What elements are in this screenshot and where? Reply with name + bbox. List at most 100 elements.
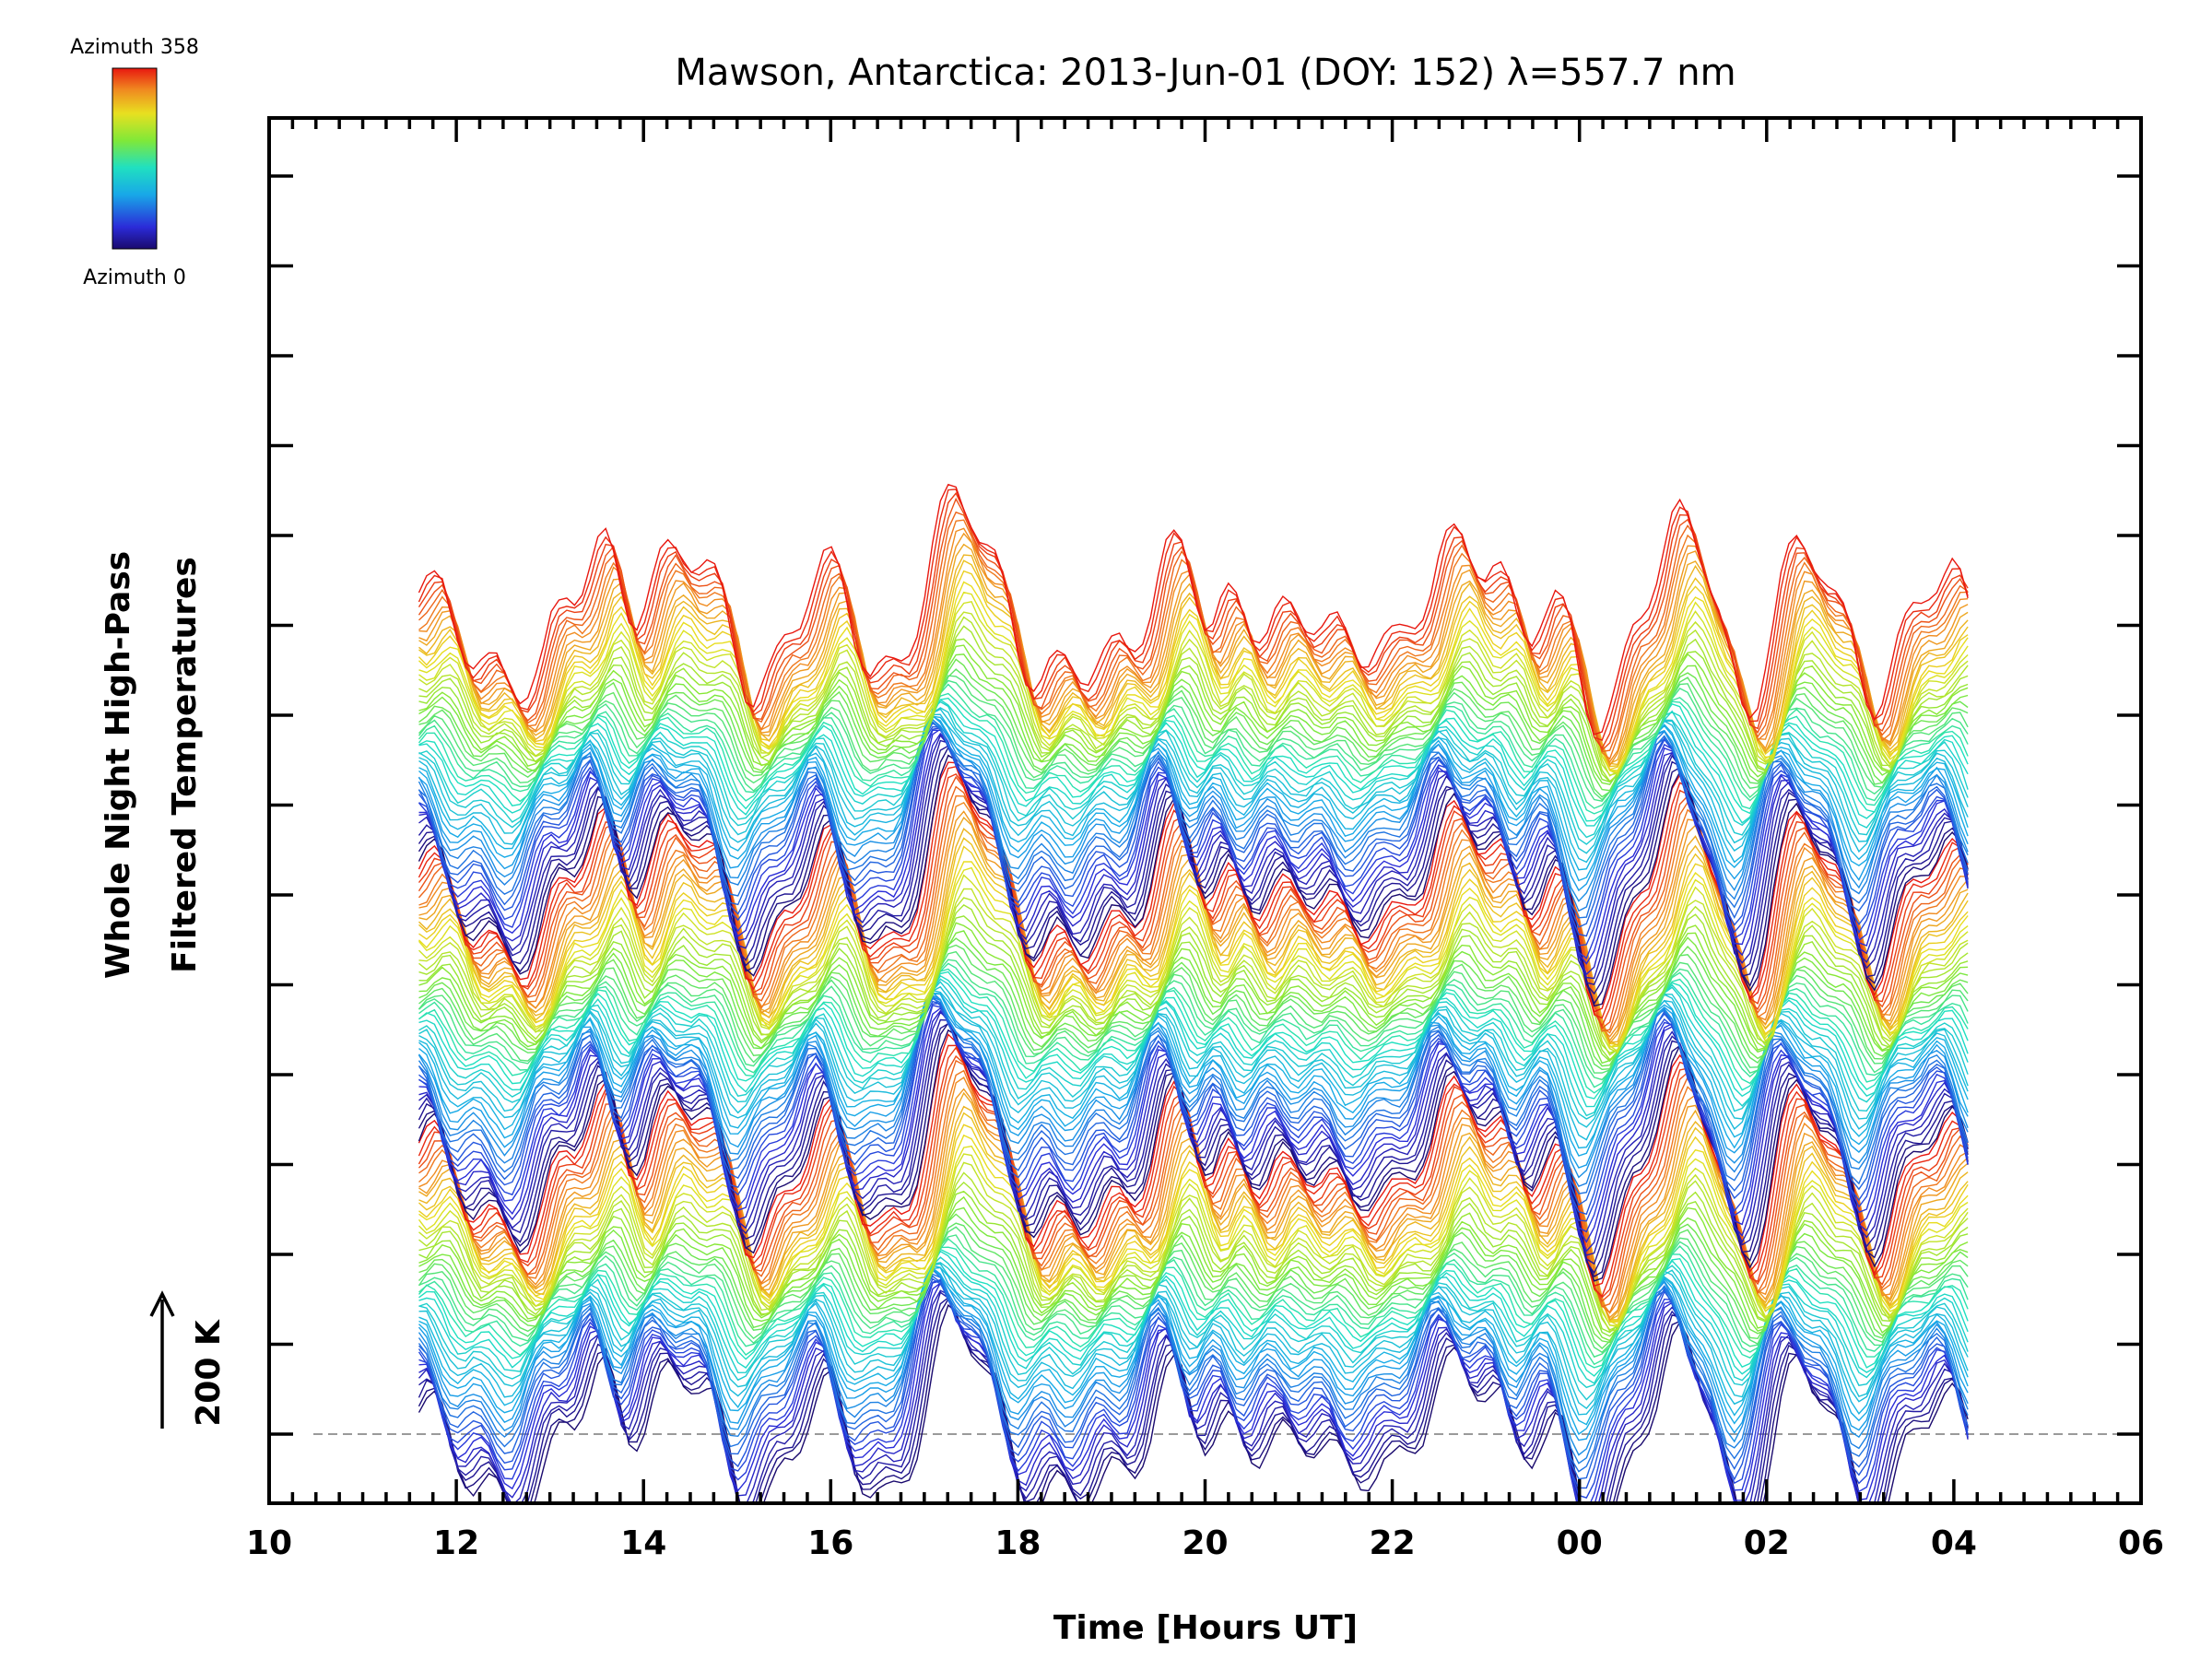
axis-ticks: [267, 118, 2143, 1503]
series-line: [418, 994, 1969, 1206]
series-line: [418, 985, 1969, 1128]
series-line: [418, 1004, 1969, 1233]
x-tick-labels: 10 12 14 16 18 20 22 00 02 04 06: [246, 1524, 2164, 1562]
series-line: [418, 511, 1969, 753]
series-line: [418, 874, 1969, 1053]
series-line: [418, 591, 1969, 771]
series-line: [418, 554, 1969, 766]
series-line: [418, 1267, 1969, 1441]
x-tick-label: 16: [807, 1524, 853, 1562]
x-tick-label: 20: [1182, 1524, 1228, 1562]
colorbar: [112, 67, 158, 250]
series-line: [418, 1281, 1969, 1503]
series-line: [418, 1265, 1969, 1416]
series-line: [418, 1268, 1969, 1465]
y-axis-label-line2: Filtered Temperatures: [166, 557, 204, 973]
series-line: [418, 962, 1969, 1088]
chart-title: Mawson, Antarctica: 2013-Jun-01 (DOY: 15…: [675, 52, 1735, 94]
series-line: [418, 1277, 1969, 1489]
series-line: [418, 1278, 1969, 1499]
series-line: [418, 1226, 1969, 1354]
series-line: [418, 1267, 1969, 1456]
series-line: [418, 718, 1969, 912]
series-line: [418, 668, 1969, 798]
x-tick-label: 14: [620, 1524, 666, 1562]
x-tick-label: 22: [1370, 1524, 1416, 1562]
series-line: [418, 994, 1969, 1169]
series-line: [418, 1181, 1969, 1331]
series-line: [418, 581, 1969, 773]
series-line: [418, 775, 1969, 1030]
series-line: [418, 922, 1969, 1063]
series-line: [418, 734, 1969, 980]
series-line: [418, 1238, 1969, 1366]
series-line: [418, 991, 1969, 1179]
series-line: [418, 483, 1969, 735]
series-line: [418, 714, 1969, 892]
scale-bar-label: 200 K: [190, 1319, 228, 1427]
series-line: [418, 861, 1969, 1049]
series-line: [418, 968, 1969, 1094]
series-line: [418, 971, 1969, 1100]
series-line: [418, 1248, 1969, 1377]
series-line: [418, 996, 1969, 1187]
series-line: [418, 1263, 1969, 1410]
series-line: [418, 845, 1969, 1046]
series-line: [418, 721, 1969, 919]
series-line: [418, 904, 1969, 1054]
series-line: [418, 1266, 1969, 1436]
series-line: [418, 715, 1969, 871]
series-group: [418, 483, 1969, 1503]
series-line: [418, 897, 1969, 1056]
series-line: [418, 993, 1969, 1157]
series-line: [418, 570, 1969, 771]
x-tick-label: 02: [1744, 1524, 1790, 1562]
series-line: [418, 959, 1969, 1081]
series-line: [418, 601, 1969, 776]
x-axis-label: Time [Hours UT]: [1053, 1609, 1358, 1647]
series-line: [418, 1266, 1969, 1426]
series-line: [418, 866, 1969, 1048]
series-line: [418, 1171, 1969, 1333]
series-line: [418, 625, 1969, 782]
series-line: [418, 692, 1969, 815]
series-line: [418, 697, 1969, 822]
x-tick-label: 04: [1931, 1524, 1977, 1562]
series-line: [418, 1280, 1969, 1503]
series-line: [418, 915, 1969, 1061]
series-line: [418, 722, 1969, 928]
series-line: [418, 653, 1969, 785]
series-line: [418, 989, 1969, 1141]
y-axis-label-line1: Whole Night High-Pass: [100, 551, 137, 979]
series-line: [418, 1262, 1969, 1401]
colorbar-top-label: Azimuth 358: [70, 36, 199, 59]
series-line: [418, 1234, 1969, 1359]
series-line: [418, 727, 1969, 947]
series-line: [418, 1250, 1969, 1384]
series-line: [418, 937, 1969, 1067]
series-line: [418, 638, 1969, 783]
series-line: [418, 718, 1969, 902]
x-tick-label: 18: [994, 1524, 1041, 1562]
series-line: [418, 888, 1969, 1053]
series-line: [418, 1273, 1969, 1473]
series-line: [418, 658, 1969, 792]
x-tick-label: 06: [2118, 1524, 2164, 1562]
x-tick-label: 10: [246, 1524, 292, 1562]
series-line: [418, 616, 1969, 776]
series-line: [418, 683, 1969, 809]
series-line: [418, 1195, 1969, 1337]
series-line: [418, 1134, 1969, 1322]
series-line: [418, 974, 1969, 1108]
series-line: [418, 729, 1969, 959]
series-line: [418, 644, 1969, 783]
series-line: [418, 700, 1969, 839]
series-line: [418, 713, 1969, 864]
series-line: [418, 950, 1969, 1074]
series-line: [418, 1222, 1969, 1349]
series-line: [418, 715, 1969, 882]
series-line: [418, 1256, 1969, 1389]
series-line: [418, 1124, 1969, 1324]
series-line: [418, 707, 1969, 845]
